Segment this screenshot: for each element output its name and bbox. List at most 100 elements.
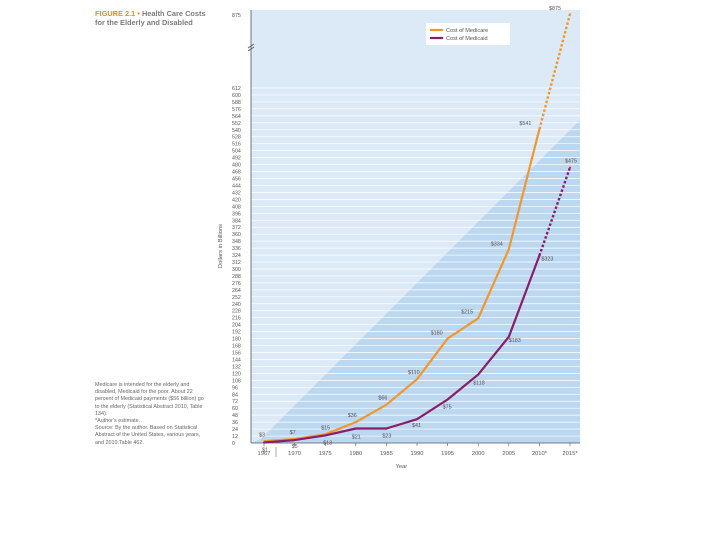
data-point	[569, 166, 571, 169]
data-point	[569, 13, 571, 15]
legend-label: Cost of Medicaid	[446, 36, 488, 42]
y-tick-label: 336	[232, 246, 241, 252]
data-label: $41	[412, 423, 421, 429]
figure-number: FIGURE 2.1 •	[95, 9, 140, 18]
y-tick-label: 875	[232, 13, 241, 19]
series-line-medicare	[263, 128, 541, 443]
data-label: $7	[290, 430, 296, 436]
y-tick-label: 216	[232, 316, 241, 322]
data-label: $475	[565, 158, 577, 164]
data-point	[477, 373, 480, 376]
data-point	[385, 427, 388, 430]
y-tick-label: 0	[232, 441, 235, 447]
y-tick-label: 324	[232, 253, 241, 259]
y-tick-label: 408	[232, 204, 241, 210]
figure-notes: Medicare is intended for the elderly and…	[95, 382, 207, 447]
y-tick-label: 156	[232, 351, 241, 357]
data-point	[477, 317, 480, 320]
chart-axes: 0122436486072849610812013214415616818019…	[218, 10, 580, 470]
y-tick-label: 588	[232, 100, 241, 106]
axis-break-mark	[247, 43, 255, 49]
data-label: $183	[509, 338, 521, 344]
legend-box	[426, 23, 510, 45]
y-tick-label: 492	[232, 156, 241, 162]
note-source: Source: By the author. Based on Statisti…	[95, 425, 201, 446]
chart-legend: Cost of Medicare Cost of Medicaid	[426, 23, 510, 45]
figure-title: FIGURE 2.1 • Health Care Costs for the E…	[95, 9, 215, 28]
data-point	[446, 337, 449, 340]
y-tick-label: 360	[232, 232, 241, 238]
x-tick-label: 1985	[380, 451, 393, 457]
data-point	[416, 418, 418, 421]
y-tick-label: 192	[232, 330, 241, 336]
y-tick-label: 312	[232, 260, 241, 266]
data-label: $23	[382, 433, 391, 439]
data-label: $66	[378, 396, 387, 402]
data-label: $875	[549, 6, 561, 12]
series-line-medicaid	[263, 255, 541, 444]
y-tick-label: 72	[232, 399, 238, 405]
y-tick-label: 144	[232, 357, 241, 363]
y-tick-label: 120	[232, 371, 241, 377]
data-point	[507, 248, 510, 251]
data-point	[263, 441, 265, 444]
y-tick-label: 276	[232, 281, 241, 287]
data-point	[538, 254, 541, 257]
x-tick-label: 1995	[441, 451, 454, 457]
x-tick-label: 2005	[502, 451, 515, 457]
data-label: $5	[292, 444, 298, 450]
data-label: $15	[321, 425, 330, 431]
chart-background	[251, 10, 580, 443]
y-tick-label: 252	[232, 295, 241, 301]
data-point	[324, 434, 327, 437]
y-tick-label: 444	[232, 183, 241, 189]
y-tick-label: 348	[232, 239, 241, 245]
x-tick-label: 2010*	[532, 451, 548, 457]
data-label: $13	[323, 440, 332, 446]
y-tick-label: 432	[232, 190, 241, 196]
y-tick-label: 600	[232, 93, 241, 99]
data-label: $541	[519, 121, 531, 127]
y-tick-label: 396	[232, 211, 241, 217]
y-tick-label: 468	[232, 170, 241, 176]
data-point	[416, 378, 418, 381]
y-tick-label: 456	[232, 176, 241, 182]
y-tick-label: 552	[232, 121, 241, 127]
y-tick-label: 60	[232, 406, 238, 412]
data-point	[507, 335, 510, 338]
data-point	[354, 421, 357, 424]
y-tick-label: 96	[232, 385, 238, 391]
data-label: $75	[443, 404, 452, 410]
data-label: $21	[352, 434, 361, 440]
y-axis-title: Dollars in Billions	[218, 224, 224, 268]
data-label: $334	[491, 241, 503, 247]
y-tick-label: 24	[232, 427, 238, 433]
x-tick-label: 1970	[288, 451, 301, 457]
y-tick-label: 36	[232, 420, 238, 426]
axis-break-mark	[247, 46, 255, 52]
y-tick-label: 288	[232, 274, 241, 280]
x-tick-label: 1980	[349, 451, 362, 457]
y-tick-label: 108	[232, 378, 241, 384]
chart-gridlines	[251, 87, 580, 437]
y-tick-label: 528	[232, 135, 241, 141]
x-tick-label: 1975	[319, 451, 332, 457]
data-point	[446, 398, 449, 401]
y-tick-label: 180	[232, 337, 241, 343]
y-tick-label: 372	[232, 225, 241, 231]
y-tick-label: 240	[232, 302, 241, 308]
y-tick-label: 612	[232, 86, 241, 92]
series-projection-medicaid	[538, 167, 572, 257]
y-tick-label: 168	[232, 344, 241, 350]
x-tick-label: 1967	[258, 451, 271, 457]
data-point	[293, 439, 296, 441]
data-label: $215	[461, 309, 473, 315]
data-label: $36	[348, 413, 357, 419]
y-tick-label: 480	[232, 163, 241, 169]
y-tick-label: 420	[232, 197, 241, 203]
x-tick-label: 1990	[411, 451, 424, 457]
data-label: $3	[259, 432, 265, 438]
data-label: $323	[541, 257, 553, 263]
y-tick-label: 264	[232, 288, 241, 294]
